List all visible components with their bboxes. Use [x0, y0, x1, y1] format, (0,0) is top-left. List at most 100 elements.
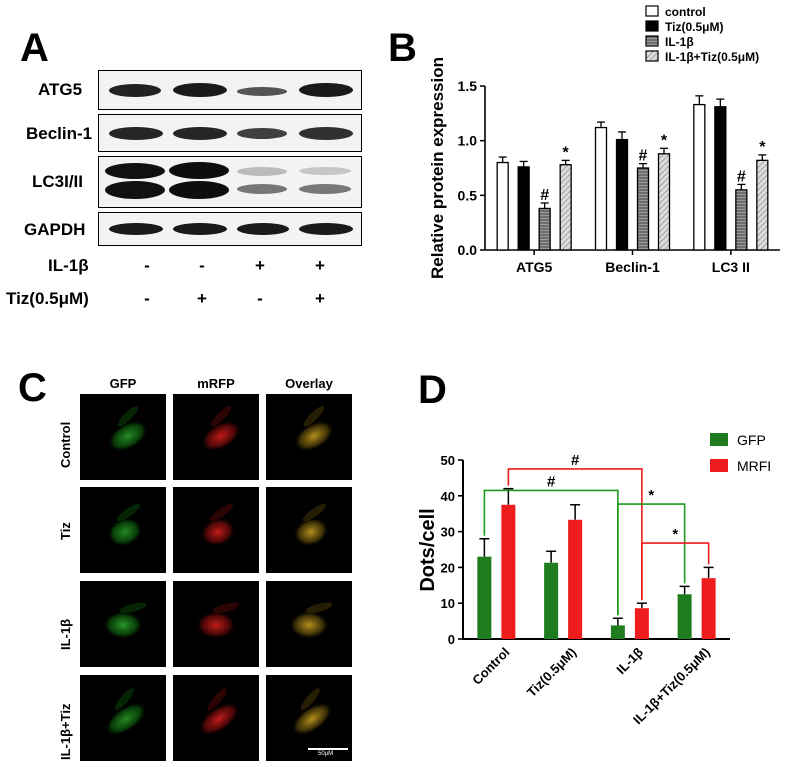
- y-axis-label: Dots/cell: [417, 508, 439, 591]
- significance-mark: *: [672, 526, 678, 543]
- x-tick-label: Control: [469, 645, 512, 688]
- condition-label-tiz: Tiz(0.5μM): [6, 289, 89, 308]
- condition-sign: -: [144, 289, 150, 308]
- bar: [735, 189, 748, 251]
- condition-sign: +: [315, 256, 325, 275]
- y-tick-label: 40: [441, 489, 455, 504]
- row-header-il1b-tiz: IL-1β+Tiz: [58, 703, 73, 760]
- legend-label: MRFP: [737, 458, 770, 474]
- x-tick-label: Beclin-1: [605, 259, 660, 275]
- panel-letter-c: C: [18, 366, 47, 410]
- condition-label-il1b: IL-1β: [48, 256, 89, 275]
- condition-sign: -: [257, 289, 263, 308]
- panel-letter-b: B: [388, 26, 417, 70]
- legend-label: IL-1β+Tiz(0.5μM): [665, 50, 759, 64]
- blot-strip-beclin: [98, 114, 362, 152]
- bar: [538, 207, 551, 251]
- row-header-tiz: Tiz: [58, 522, 73, 540]
- x-tick-label: LC3 II: [712, 259, 750, 275]
- y-tick-label: 10: [441, 596, 455, 611]
- micrograph-control-gfp: [80, 394, 166, 480]
- y-tick-label: 0.0: [458, 242, 478, 258]
- micrograph-tiz-gfp: [80, 487, 166, 573]
- col-header-mrfp: mRFP: [197, 376, 235, 391]
- significance-mark: #: [547, 473, 556, 490]
- legend-label: IL-1β: [665, 35, 694, 49]
- blot-row-label-gapdh: GAPDH: [24, 220, 86, 239]
- significance-bracket: [617, 503, 686, 616]
- y-axis-label: Relative protein expression: [428, 57, 447, 279]
- col-header-gfp: GFP: [109, 376, 137, 391]
- legend-label: Tiz(0.5μM): [665, 20, 723, 34]
- bar: [693, 103, 706, 251]
- blot-strip-lc3: [98, 156, 362, 208]
- micrograph-control-mrfp: [173, 394, 259, 480]
- blot-strip-gapdh: [98, 212, 362, 246]
- bar: [636, 167, 650, 251]
- micrograph-il1b-tiz-mrfp: [173, 675, 259, 761]
- micrograph-il1b-gfp: [80, 581, 166, 667]
- bar: [501, 504, 516, 639]
- condition-sign: +: [315, 289, 325, 308]
- bar: [701, 578, 716, 639]
- micrograph-tiz-mrfp: [173, 487, 259, 573]
- significance-mark: #: [540, 187, 549, 204]
- condition-sign: -: [199, 256, 205, 275]
- protein-expression-chart: 0.0 0.5 1.0 1.5 Relative protein expression A…: [428, 5, 780, 279]
- significance-mark: *: [661, 132, 668, 149]
- bar: [677, 594, 692, 639]
- blot-row-label-beclin: Beclin-1: [26, 124, 93, 143]
- bar: [594, 126, 608, 251]
- y-tick-label: 50: [441, 453, 455, 468]
- micrograph-il1b-overlay: [266, 581, 352, 667]
- significance-mark: *: [759, 139, 766, 156]
- micrograph-il1b-tiz-overlay: [266, 675, 352, 761]
- significance-mark: #: [737, 168, 746, 185]
- x-tick-label: ATG5: [516, 259, 553, 275]
- bar: [477, 556, 492, 639]
- micrograph-il1b-tiz-gfp: [80, 675, 166, 761]
- blot-row-label-atg5: ATG5: [38, 80, 83, 99]
- x-tick-label: Tiz(0.5μM): [524, 645, 579, 700]
- legend-label: control: [665, 5, 706, 19]
- y-tick-label: 1.0: [458, 133, 478, 149]
- bar: [544, 562, 559, 639]
- legend-swatch: [645, 5, 659, 17]
- bar: [714, 106, 727, 251]
- legend-swatch: [710, 459, 728, 472]
- significance-mark: *: [563, 144, 570, 161]
- bar: [756, 159, 769, 251]
- significance-bracket: [641, 542, 710, 601]
- row-header-control: Control: [58, 421, 73, 468]
- legend-swatch: [645, 50, 659, 62]
- bar: [634, 608, 649, 639]
- bar: [568, 519, 583, 639]
- row-header-il1b: IL-1β: [58, 618, 73, 650]
- panel-letter-d: D: [418, 368, 447, 412]
- legend-label: GFP: [737, 432, 766, 448]
- condition-sign: +: [255, 256, 265, 275]
- legend-swatch: [645, 35, 659, 47]
- legend-swatch: [645, 20, 659, 32]
- micrograph-il1b-mrfp: [173, 581, 259, 667]
- significance-mark: *: [648, 487, 654, 504]
- significance-mark: #: [571, 452, 580, 469]
- y-tick-label: 0.5: [458, 187, 478, 203]
- y-tick-label: 0: [448, 632, 455, 647]
- significance-mark: #: [639, 148, 648, 165]
- bar: [610, 625, 625, 639]
- blot-strip-atg5: [98, 70, 362, 110]
- scale-bar-label: 50μM: [318, 751, 334, 757]
- panel-letter-a: A: [20, 26, 49, 70]
- y-tick-label: 1.5: [458, 78, 478, 94]
- x-tick-label: IL-1β: [613, 644, 646, 677]
- y-tick-label: 20: [441, 560, 455, 575]
- condition-sign: -: [144, 256, 150, 275]
- significance-bracket: [507, 468, 643, 601]
- micrograph-control-overlay: [266, 394, 352, 480]
- bar: [559, 164, 572, 251]
- condition-sign: +: [197, 289, 207, 308]
- bar: [496, 161, 509, 251]
- scale-bar: [308, 748, 348, 750]
- y-tick-label: 30: [441, 525, 455, 540]
